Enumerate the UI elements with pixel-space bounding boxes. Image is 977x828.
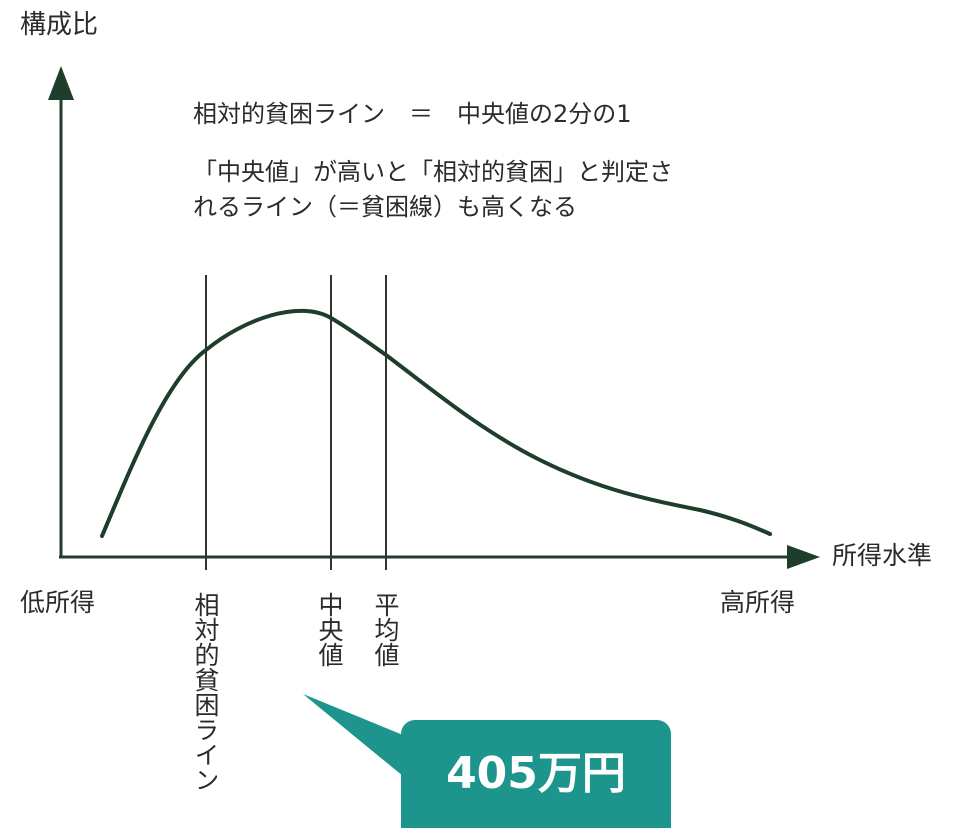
callout-value: 405万円 bbox=[446, 748, 626, 799]
note-line-2: れるライン（＝貧困線）も高くなる bbox=[193, 193, 577, 221]
high-income-label: 高所得 bbox=[720, 588, 796, 617]
note-line-1: 「中央値」が高いと「相対的貧困」と判定さ bbox=[193, 158, 673, 186]
formula-annotation: 相対的貧困ライン ＝ 中央値の2分の1 bbox=[193, 100, 632, 128]
x-axis-arrow-icon bbox=[787, 545, 820, 569]
mean-label: 平均値 bbox=[371, 592, 400, 667]
distribution-curve bbox=[100, 308, 772, 538]
callout-pointer bbox=[303, 694, 420, 790]
low-income-label: 低所得 bbox=[20, 588, 96, 617]
poverty-line-label: 相対的貧困ライン bbox=[191, 592, 220, 792]
x-axis-label: 所得水準 bbox=[832, 541, 933, 570]
median-value-callout: 405万円 bbox=[401, 720, 671, 828]
median-label: 中央値 bbox=[315, 592, 344, 667]
y-axis-label: 構成比 bbox=[20, 10, 99, 40]
y-axis-arrow-icon bbox=[48, 66, 74, 100]
